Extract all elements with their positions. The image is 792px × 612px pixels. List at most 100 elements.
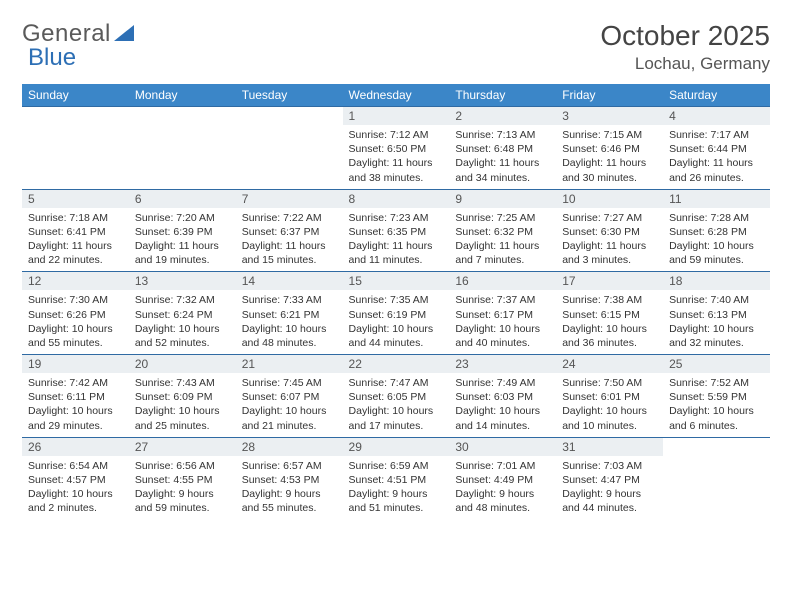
- sunset-text: Sunset: 6:17 PM: [455, 308, 550, 322]
- daylight-text-b: and 34 minutes.: [455, 171, 550, 185]
- daylight-text-a: Daylight: 11 hours: [135, 239, 230, 253]
- daylight-text-b: and 44 minutes.: [349, 336, 444, 350]
- day-detail: Sunrise: 7:27 AMSunset: 6:30 PMDaylight:…: [556, 208, 663, 272]
- calendar-day-cell: 10Sunrise: 7:27 AMSunset: 6:30 PMDayligh…: [556, 189, 663, 272]
- daylight-text-b: and 52 minutes.: [135, 336, 230, 350]
- calendar-day-cell: 16Sunrise: 7:37 AMSunset: 6:17 PMDayligh…: [449, 272, 556, 355]
- daylight-text-b: and 44 minutes.: [562, 501, 657, 515]
- sunrise-text: Sunrise: 7:15 AM: [562, 128, 657, 142]
- weekday-sun: Sunday: [22, 84, 129, 107]
- calendar-day-cell: 19Sunrise: 7:42 AMSunset: 6:11 PMDayligh…: [22, 355, 129, 438]
- daylight-text-a: Daylight: 11 hours: [669, 156, 764, 170]
- sunrise-text: Sunrise: 7:03 AM: [562, 459, 657, 473]
- day-number: 19: [22, 355, 129, 373]
- sunset-text: Sunset: 4:55 PM: [135, 473, 230, 487]
- daylight-text-a: Daylight: 10 hours: [242, 322, 337, 336]
- day-number: 28: [236, 438, 343, 456]
- day-number: 29: [343, 438, 450, 456]
- day-number: [129, 107, 236, 111]
- day-detail: Sunrise: 7:37 AMSunset: 6:17 PMDaylight:…: [449, 290, 556, 354]
- calendar-day-cell: 13Sunrise: 7:32 AMSunset: 6:24 PMDayligh…: [129, 272, 236, 355]
- day-number: 26: [22, 438, 129, 456]
- day-detail: Sunrise: 7:12 AMSunset: 6:50 PMDaylight:…: [343, 125, 450, 189]
- daylight-text-b: and 6 minutes.: [669, 419, 764, 433]
- day-number: 3: [556, 107, 663, 125]
- sunrise-text: Sunrise: 7:13 AM: [455, 128, 550, 142]
- daylight-text-b: and 59 minutes.: [669, 253, 764, 267]
- sunset-text: Sunset: 6:21 PM: [242, 308, 337, 322]
- calendar-day-cell: 7Sunrise: 7:22 AMSunset: 6:37 PMDaylight…: [236, 189, 343, 272]
- sunset-text: Sunset: 6:15 PM: [562, 308, 657, 322]
- day-detail: Sunrise: 6:57 AMSunset: 4:53 PMDaylight:…: [236, 456, 343, 520]
- daylight-text-a: Daylight: 10 hours: [669, 239, 764, 253]
- daylight-text-b: and 15 minutes.: [242, 253, 337, 267]
- calendar-day-cell: 17Sunrise: 7:38 AMSunset: 6:15 PMDayligh…: [556, 272, 663, 355]
- day-detail: Sunrise: 7:25 AMSunset: 6:32 PMDaylight:…: [449, 208, 556, 272]
- calendar-day-cell: 23Sunrise: 7:49 AMSunset: 6:03 PMDayligh…: [449, 355, 556, 438]
- sunrise-text: Sunrise: 6:54 AM: [28, 459, 123, 473]
- day-number: 14: [236, 272, 343, 290]
- calendar-day-cell: 28Sunrise: 6:57 AMSunset: 4:53 PMDayligh…: [236, 437, 343, 519]
- sunset-text: Sunset: 6:05 PM: [349, 390, 444, 404]
- calendar-day-cell: 8Sunrise: 7:23 AMSunset: 6:35 PMDaylight…: [343, 189, 450, 272]
- calendar-day-cell: 11Sunrise: 7:28 AMSunset: 6:28 PMDayligh…: [663, 189, 770, 272]
- sunrise-text: Sunrise: 7:37 AM: [455, 293, 550, 307]
- daylight-text-b: and 55 minutes.: [28, 336, 123, 350]
- sunset-text: Sunset: 6:03 PM: [455, 390, 550, 404]
- day-detail: Sunrise: 7:38 AMSunset: 6:15 PMDaylight:…: [556, 290, 663, 354]
- brand-triangle-icon: [114, 20, 134, 48]
- daylight-text-b: and 55 minutes.: [242, 501, 337, 515]
- calendar-day-cell: 30Sunrise: 7:01 AMSunset: 4:49 PMDayligh…: [449, 437, 556, 519]
- day-detail: Sunrise: 7:40 AMSunset: 6:13 PMDaylight:…: [663, 290, 770, 354]
- daylight-text-a: Daylight: 11 hours: [349, 156, 444, 170]
- daylight-text-a: Daylight: 10 hours: [28, 487, 123, 501]
- day-detail: Sunrise: 7:35 AMSunset: 6:19 PMDaylight:…: [343, 290, 450, 354]
- weekday-fri: Friday: [556, 84, 663, 107]
- daylight-text-a: Daylight: 10 hours: [562, 322, 657, 336]
- calendar-day-cell: 20Sunrise: 7:43 AMSunset: 6:09 PMDayligh…: [129, 355, 236, 438]
- daylight-text-b: and 40 minutes.: [455, 336, 550, 350]
- day-detail: Sunrise: 7:50 AMSunset: 6:01 PMDaylight:…: [556, 373, 663, 437]
- calendar-day-cell: 6Sunrise: 7:20 AMSunset: 6:39 PMDaylight…: [129, 189, 236, 272]
- daylight-text-a: Daylight: 11 hours: [562, 156, 657, 170]
- daylight-text-a: Daylight: 11 hours: [28, 239, 123, 253]
- daylight-text-b: and 30 minutes.: [562, 171, 657, 185]
- daylight-text-a: Daylight: 10 hours: [28, 322, 123, 336]
- daylight-text-a: Daylight: 10 hours: [669, 322, 764, 336]
- day-detail: Sunrise: 7:01 AMSunset: 4:49 PMDaylight:…: [449, 456, 556, 520]
- day-detail: Sunrise: 6:54 AMSunset: 4:57 PMDaylight:…: [22, 456, 129, 520]
- sunrise-text: Sunrise: 7:42 AM: [28, 376, 123, 390]
- sunrise-text: Sunrise: 7:45 AM: [242, 376, 337, 390]
- daylight-text-b: and 17 minutes.: [349, 419, 444, 433]
- day-number: 5: [22, 190, 129, 208]
- sunset-text: Sunset: 6:39 PM: [135, 225, 230, 239]
- day-number: 30: [449, 438, 556, 456]
- daylight-text-a: Daylight: 11 hours: [242, 239, 337, 253]
- day-detail: Sunrise: 7:17 AMSunset: 6:44 PMDaylight:…: [663, 125, 770, 189]
- sunrise-text: Sunrise: 6:57 AM: [242, 459, 337, 473]
- calendar-day-cell: 25Sunrise: 7:52 AMSunset: 5:59 PMDayligh…: [663, 355, 770, 438]
- sunrise-text: Sunrise: 7:12 AM: [349, 128, 444, 142]
- sunrise-text: Sunrise: 7:18 AM: [28, 211, 123, 225]
- day-number: 8: [343, 190, 450, 208]
- brand-part2: Blue: [28, 44, 76, 72]
- page-header: General October 2025 Lochau, Germany: [22, 20, 770, 74]
- sunset-text: Sunset: 6:48 PM: [455, 142, 550, 156]
- calendar-day-cell: 22Sunrise: 7:47 AMSunset: 6:05 PMDayligh…: [343, 355, 450, 438]
- calendar-day-cell: [663, 437, 770, 519]
- day-number: 16: [449, 272, 556, 290]
- daylight-text-b: and 26 minutes.: [669, 171, 764, 185]
- weekday-thu: Thursday: [449, 84, 556, 107]
- day-detail: Sunrise: 7:20 AMSunset: 6:39 PMDaylight:…: [129, 208, 236, 272]
- sunrise-text: Sunrise: 7:30 AM: [28, 293, 123, 307]
- sunset-text: Sunset: 6:41 PM: [28, 225, 123, 239]
- day-detail: Sunrise: 6:56 AMSunset: 4:55 PMDaylight:…: [129, 456, 236, 520]
- sunset-text: Sunset: 6:35 PM: [349, 225, 444, 239]
- calendar-day-cell: 29Sunrise: 6:59 AMSunset: 4:51 PMDayligh…: [343, 437, 450, 519]
- calendar-day-cell: 31Sunrise: 7:03 AMSunset: 4:47 PMDayligh…: [556, 437, 663, 519]
- daylight-text-a: Daylight: 10 hours: [349, 404, 444, 418]
- sunrise-text: Sunrise: 7:38 AM: [562, 293, 657, 307]
- calendar-week-row: 5Sunrise: 7:18 AMSunset: 6:41 PMDaylight…: [22, 189, 770, 272]
- sunrise-text: Sunrise: 7:32 AM: [135, 293, 230, 307]
- sunrise-text: Sunrise: 7:27 AM: [562, 211, 657, 225]
